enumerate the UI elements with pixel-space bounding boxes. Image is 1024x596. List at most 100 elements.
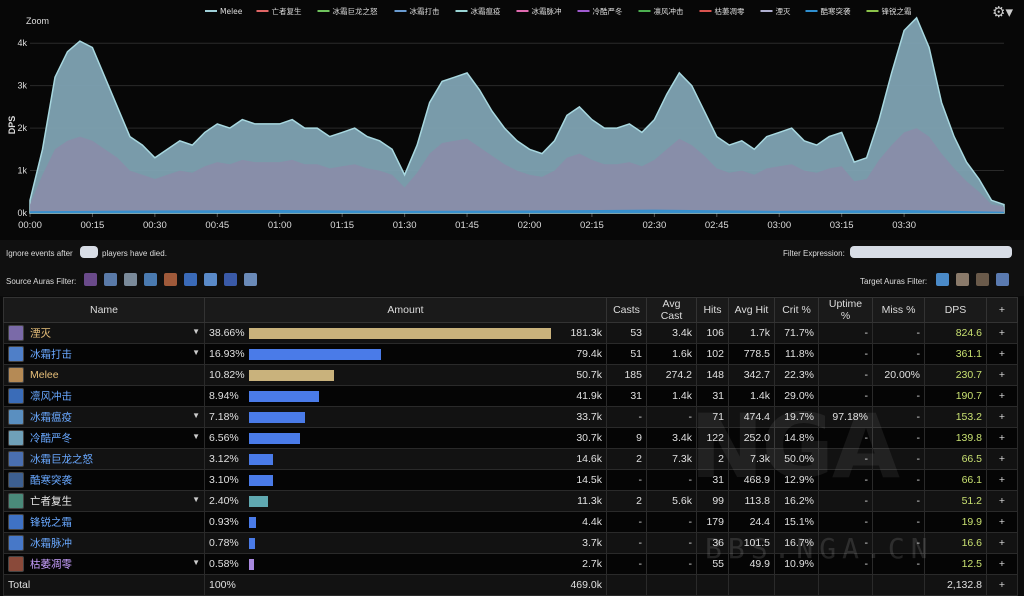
expand-button[interactable]: + (986, 343, 1018, 365)
legend-item[interactable]: 湮灭 (776, 7, 791, 16)
expand-button[interactable]: + (986, 511, 1018, 533)
total-expand-button[interactable]: + (986, 574, 1018, 596)
spell-name[interactable]: 枯萎凋零 (30, 558, 72, 571)
table-row[interactable]: 亡者复生 ▼ 2.40% 11.3k 2 5.6k 99 113.8 16.2% - -51.2 + (3, 490, 1018, 512)
spell-name[interactable]: 锋锐之霜 (30, 516, 72, 529)
spell-name[interactable]: 冰霜巨龙之怒 (30, 453, 93, 466)
spell-name-cell[interactable]: 亡者复生 ▼ (3, 490, 205, 512)
table-row[interactable]: 冰霜巨龙之怒 3.12% 14.6k 2 7.3k 2 7.3k 50.0% - -66.5 + (3, 448, 1018, 470)
expand-button[interactable]: + (986, 448, 1018, 470)
column-header[interactable]: Avg Hit (728, 297, 775, 323)
spell-name[interactable]: 凛风冲击 (30, 390, 72, 403)
chevron-down-icon[interactable]: ▼ (192, 495, 200, 504)
aura-icon-6[interactable] (184, 273, 197, 286)
expand-button[interactable]: + (986, 469, 1018, 491)
spell-name[interactable]: 冰霜脉冲 (30, 537, 72, 550)
dps-cell: 16.6 (924, 532, 987, 554)
hits-cell: 36 (696, 532, 729, 554)
spell-name-cell[interactable]: 冰霜打击 ▼ (3, 343, 205, 365)
table-row[interactable]: 酷寒突袭 3.10% 14.5k - -31 468.9 12.9% - -66.1 + (3, 469, 1018, 491)
column-header[interactable]: Hits (696, 297, 729, 323)
aura-icon-8[interactable] (224, 273, 237, 286)
legend-item[interactable]: 冰霜打击 (410, 6, 440, 16)
spell-name-cell[interactable]: 锋锐之霜 (3, 511, 205, 533)
chevron-down-icon[interactable]: ▼ (192, 411, 200, 420)
expand-button[interactable]: + (986, 385, 1018, 407)
spell-name-cell[interactable]: 枯萎凋零 ▼ (3, 553, 205, 575)
expand-button[interactable]: + (986, 427, 1018, 449)
spell-name[interactable]: 湮灭 (30, 327, 51, 340)
table-row[interactable]: 冰霜打击 ▼ 16.93% 79.4k 51 1.6k 102 778.5 11.8% - -361… (3, 343, 1018, 365)
column-header[interactable]: Avg Cast (646, 297, 697, 323)
spell-name-cell[interactable]: 酷寒突袭 (3, 469, 205, 491)
target-aura-icon-2[interactable] (956, 273, 969, 286)
spell-name-cell[interactable]: 凛风冲击 (3, 385, 205, 407)
legend-item[interactable]: Melee (220, 7, 243, 16)
chevron-down-icon[interactable]: ▼ (192, 348, 200, 357)
filter-expression-input[interactable] (850, 246, 1012, 258)
dps-area-chart[interactable]: 0k 1k 2k 3k 4k Zoom DPS 00:00 00:15 00:30 00:45 01:… (0, 0, 1024, 240)
chevron-down-icon[interactable]: ▼ (192, 432, 200, 441)
expand-button[interactable]: + (986, 322, 1018, 344)
gear-icon[interactable]: ⚙▾ (992, 4, 1013, 21)
column-header[interactable]: Miss % (872, 297, 925, 323)
miss-cell: - (872, 490, 925, 512)
column-header[interactable]: + (986, 297, 1018, 323)
column-header[interactable]: Crit % (774, 297, 819, 323)
legend-item[interactable]: 冰霜脉冲 (532, 6, 562, 16)
ignore-deaths-input[interactable] (80, 246, 98, 258)
table-row[interactable]: 枯萎凋零 ▼ 0.58% 2.7k - -55 49.9 10.9% - -12.5 + (3, 553, 1018, 575)
table-row[interactable]: 冰霜瘟疫 ▼ 7.18% 33.7k - -71 474.4 19.7% 97.18% -153.… (3, 406, 1018, 428)
aura-icon-7[interactable] (204, 273, 217, 286)
legend-item[interactable]: 亡者复生 (272, 6, 302, 16)
expand-button[interactable]: + (986, 364, 1018, 386)
aura-icon-2[interactable] (104, 273, 117, 286)
chevron-down-icon[interactable]: ▼ (192, 558, 200, 567)
legend-item[interactable]: 锋锐之霜 (882, 6, 912, 16)
aura-icon-1[interactable] (84, 273, 97, 286)
table-row[interactable]: 锋锐之霜 0.93% 4.4k - -179 24.4 15.1% - -19.9 + (3, 511, 1018, 533)
aura-icon-5[interactable] (164, 273, 177, 286)
spell-name[interactable]: 冷酷严冬 (30, 432, 72, 445)
expand-button[interactable]: + (986, 532, 1018, 554)
spell-name-cell[interactable]: 冰霜巨龙之怒 (3, 448, 205, 470)
column-header[interactable]: Name (3, 297, 205, 323)
chevron-down-icon[interactable]: ▼ (192, 327, 200, 336)
table-row[interactable]: Melee 10.82% 50.7k 185 274.2 148 342.7 22.3% -20… (3, 364, 1018, 386)
spell-name-cell[interactable]: 冷酷严冬 ▼ (3, 427, 205, 449)
legend-item[interactable]: 枯萎凋零 (715, 6, 745, 16)
spell-name-cell[interactable]: 湮灭 ▼ (3, 322, 205, 344)
table-row[interactable]: 凛风冲击 8.94% 41.9k 31 1.4k 31 1.4k 29.0% - -190.7 + (3, 385, 1018, 407)
target-aura-icon-4[interactable] (996, 273, 1009, 286)
legend-item[interactable]: 酷寒突袭 (821, 6, 851, 16)
spell-name-cell[interactable]: 冰霜瘟疫 ▼ (3, 406, 205, 428)
dps-chart[interactable]: 0k 1k 2k 3k 4k Zoom DPS 00:00 00:15 00:30 00:45 01:… (0, 0, 1024, 240)
spell-name-cell[interactable]: 冰霜脉冲 (3, 532, 205, 554)
aura-icon-9[interactable] (244, 273, 257, 286)
spell-name[interactable]: 冰霜瘟疫 (30, 411, 72, 424)
amount-bar (249, 495, 268, 507)
legend-item[interactable]: 冰霜瘟疫 (471, 6, 501, 16)
column-header[interactable]: Uptime % (818, 297, 873, 323)
spell-name[interactable]: 冰霜打击 (30, 348, 72, 361)
spell-name[interactable]: 亡者复生 (30, 495, 72, 508)
target-aura-icon-3[interactable] (976, 273, 989, 286)
aura-icon-4[interactable] (144, 273, 157, 286)
column-header[interactable]: Casts (606, 297, 647, 323)
target-aura-icon-1[interactable] (936, 273, 949, 286)
column-header[interactable]: DPS (924, 297, 987, 323)
column-header[interactable]: Amount (204, 297, 607, 323)
expand-button[interactable]: + (986, 406, 1018, 428)
spell-name[interactable]: 酷寒突袭 (30, 474, 72, 487)
table-row[interactable]: 冷酷严冬 ▼ 6.56% 30.7k 9 3.4k 122 252.0 14.8% - -139.8… (3, 427, 1018, 449)
legend-item[interactable]: 冷酷严冬 (593, 6, 623, 16)
legend-item[interactable]: 冰霜巨龙之怒 (333, 6, 378, 16)
table-row[interactable]: 湮灭 ▼ 38.66% 181.3k 53 3.4k 106 1.7k 71.7% - -824.6… (3, 322, 1018, 344)
aura-icon-3[interactable] (124, 273, 137, 286)
table-row[interactable]: 冰霜脉冲 0.78% 3.7k - -36 101.5 16.7% - -16.6 + (3, 532, 1018, 554)
spell-name[interactable]: Melee (30, 369, 59, 381)
expand-button[interactable]: + (986, 553, 1018, 575)
expand-button[interactable]: + (986, 490, 1018, 512)
legend-item[interactable]: 凛风冲击 (654, 6, 684, 16)
spell-name-cell[interactable]: Melee (3, 364, 205, 386)
